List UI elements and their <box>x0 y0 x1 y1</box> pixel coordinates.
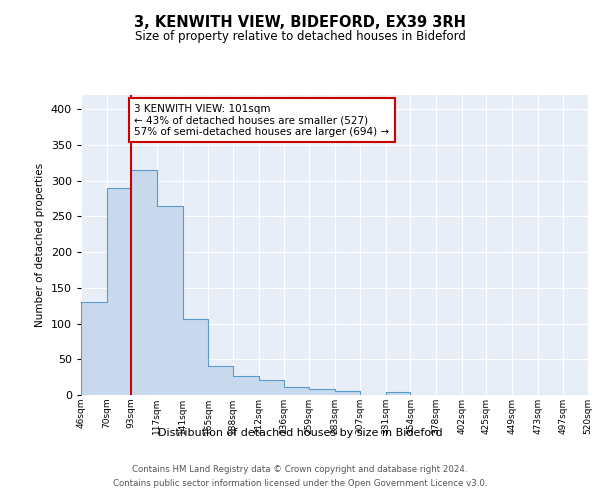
Text: Distribution of detached houses by size in Bideford: Distribution of detached houses by size … <box>158 428 442 438</box>
Y-axis label: Number of detached properties: Number of detached properties <box>35 163 45 327</box>
Text: Contains HM Land Registry data © Crown copyright and database right 2024.
Contai: Contains HM Land Registry data © Crown c… <box>113 466 487 487</box>
Text: 3, KENWITH VIEW, BIDEFORD, EX39 3RH: 3, KENWITH VIEW, BIDEFORD, EX39 3RH <box>134 15 466 30</box>
Text: 3 KENWITH VIEW: 101sqm
← 43% of detached houses are smaller (527)
57% of semi-de: 3 KENWITH VIEW: 101sqm ← 43% of detached… <box>134 104 389 137</box>
Text: Size of property relative to detached houses in Bideford: Size of property relative to detached ho… <box>134 30 466 43</box>
